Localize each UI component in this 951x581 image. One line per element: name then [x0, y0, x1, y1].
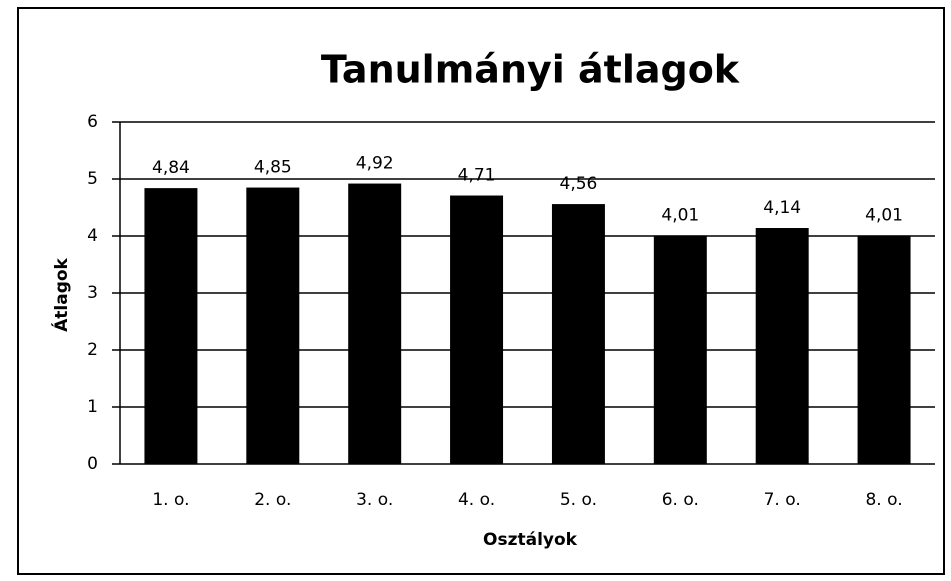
y-tick-label: 4 [87, 226, 98, 246]
bar [246, 187, 300, 465]
data-label: 4,01 [661, 205, 699, 225]
data-label: 4,85 [254, 158, 292, 178]
y-tick-label: 1 [87, 397, 98, 417]
y-tick-label: 3 [87, 283, 98, 303]
y-tick-label: 0 [87, 454, 98, 474]
data-label: 4,56 [560, 174, 598, 194]
chart-title: Tanulmányi átlagok [321, 48, 740, 92]
x-tick-label: 4. o. [458, 490, 495, 510]
x-tick-label: 3. o. [356, 490, 393, 510]
bar [551, 204, 605, 464]
y-tick-label: 2 [87, 340, 98, 360]
data-label: 4,14 [763, 198, 801, 218]
x-tick-label: 5. o. [560, 490, 597, 510]
bar [653, 235, 707, 464]
x-tick-label: 7. o. [764, 490, 801, 510]
data-label: 4,84 [152, 158, 190, 178]
y-tick-label: 6 [87, 112, 98, 132]
y-tick-label: 5 [87, 169, 98, 189]
data-label: 4,01 [865, 205, 903, 225]
bar [857, 235, 911, 464]
data-label: 4,71 [458, 166, 496, 186]
x-axis-label: Osztályok [483, 530, 578, 550]
x-tick-label: 6. o. [662, 490, 699, 510]
bar [144, 188, 198, 464]
bar [450, 195, 504, 464]
data-label: 4,92 [356, 154, 394, 174]
x-tick-label: 2. o. [254, 490, 291, 510]
x-tick-label: 1. o. [152, 490, 189, 510]
y-axis-label: Átlagok [50, 257, 72, 331]
bar [755, 228, 809, 464]
bar [348, 183, 402, 464]
x-tick-label: 8. o. [865, 490, 902, 510]
